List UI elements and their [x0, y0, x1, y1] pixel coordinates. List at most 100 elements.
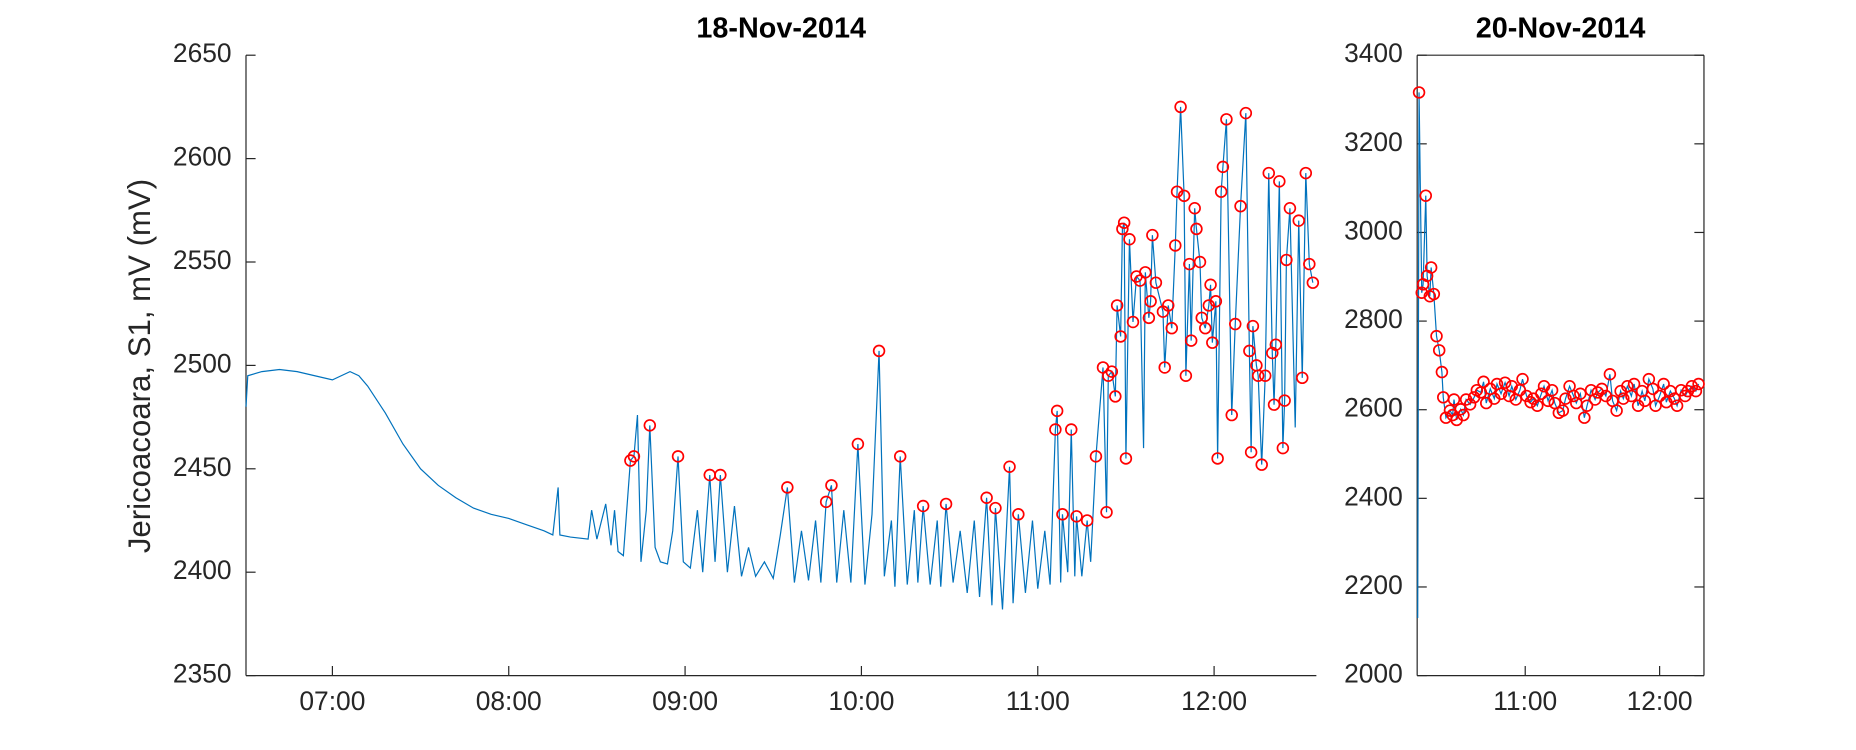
data-marker [1170, 185, 1184, 198]
data-marker [1541, 394, 1555, 408]
y-tick-label: 2650 [173, 38, 232, 68]
data-marker [1567, 389, 1580, 403]
data-marker [1146, 228, 1159, 242]
data-marker [1110, 299, 1124, 312]
data-marker [1427, 287, 1441, 301]
y-tick-label: 2400 [1344, 481, 1403, 511]
data-marker [1657, 377, 1670, 391]
data-marker [1202, 299, 1216, 312]
data-marker [1179, 369, 1193, 382]
data-marker [1477, 375, 1490, 389]
data-marker [1283, 201, 1297, 215]
data-marker [1273, 175, 1286, 188]
data-marker [1169, 239, 1182, 252]
data-marker [1216, 160, 1230, 174]
y-tick-label: 2350 [173, 659, 232, 689]
data-marker [1119, 452, 1133, 465]
y-tick-label: 2200 [1344, 570, 1403, 600]
data-marker [1296, 371, 1309, 385]
data-marker [1206, 336, 1219, 349]
data-marker [1430, 329, 1443, 343]
chart-title: 18-Nov-2014 [696, 13, 866, 45]
data-marker [1498, 376, 1512, 389]
y-axis-label: Jericoacoara, S1, mV (mV) [122, 179, 157, 553]
data-marker [939, 497, 953, 511]
data-marker [1299, 166, 1313, 180]
data-marker [1117, 216, 1131, 229]
data-marker [1280, 253, 1293, 267]
data-marker [1646, 382, 1660, 396]
data-marker [1049, 423, 1062, 436]
data-marker [1188, 201, 1201, 215]
data-marker [1494, 387, 1508, 401]
data-marker [1424, 261, 1438, 274]
y-tick-label: 2000 [1344, 659, 1403, 689]
data-marker [1524, 395, 1537, 409]
y-tick-label: 2400 [173, 555, 232, 585]
x-tick-label: 11:00 [1006, 686, 1070, 716]
data-marker [819, 495, 833, 509]
data-marker [1255, 458, 1268, 471]
data-marker [1447, 393, 1461, 406]
data-marker [1457, 408, 1470, 422]
data-marker [1139, 266, 1152, 279]
data-marker [1220, 113, 1233, 126]
data-marker [872, 344, 886, 358]
data-marker [1080, 514, 1094, 527]
data-marker [1266, 346, 1279, 360]
data-marker [989, 501, 1002, 515]
data-marker [1638, 394, 1652, 408]
data-marker [1204, 278, 1217, 291]
data-marker [1065, 423, 1078, 436]
data-marker [1246, 319, 1260, 333]
data-marker [1109, 390, 1122, 403]
data-marker [1251, 369, 1265, 382]
data-marker [1463, 398, 1477, 411]
data-marker [1303, 257, 1316, 271]
data-marker [1144, 295, 1157, 308]
data-marker [1116, 222, 1129, 236]
data-marker [1177, 189, 1191, 203]
data-marker [1258, 369, 1272, 382]
data-marker [851, 437, 865, 451]
data-marker [1269, 338, 1283, 351]
y-tick-label: 2600 [173, 142, 232, 172]
y-tick-label: 3400 [1344, 38, 1403, 68]
data-marker [1165, 321, 1179, 335]
data-marker [1625, 389, 1638, 403]
data-marker [1653, 389, 1666, 403]
data-marker [1225, 408, 1238, 422]
data-marker [1692, 377, 1705, 391]
data-marker [1545, 383, 1559, 397]
data-marker [1262, 166, 1276, 180]
x-tick-label: 09:00 [652, 686, 718, 716]
data-marker [1229, 317, 1242, 331]
data-marker [1419, 189, 1433, 202]
data-line [245, 106, 1314, 610]
x-tick-label: 12:00 [1627, 686, 1693, 716]
data-marker [825, 479, 838, 492]
chart-title: 20-Nov-2014 [1476, 13, 1646, 45]
data-marker [1591, 386, 1605, 399]
x-tick-label: 11:00 [1493, 686, 1557, 716]
data-marker [1278, 394, 1291, 407]
data-marker [1193, 255, 1207, 269]
data-marker [1102, 369, 1115, 382]
x-tick-label: 10:00 [828, 686, 894, 716]
data-marker [1142, 311, 1156, 325]
data-marker [1556, 404, 1570, 417]
data-marker [1003, 460, 1016, 473]
data-marker [1516, 372, 1529, 386]
data-marker [1535, 387, 1548, 401]
y-tick-label: 2800 [1344, 304, 1403, 334]
y-tick-label: 2500 [173, 348, 232, 378]
data-marker [624, 454, 637, 467]
data-marker [1588, 393, 1602, 406]
data-marker [1149, 276, 1163, 289]
data-marker [1689, 384, 1703, 398]
data-marker [1292, 214, 1305, 227]
data-marker [1244, 446, 1258, 459]
data-marker [1012, 508, 1025, 521]
data-marker [714, 468, 727, 482]
data-marker [627, 450, 641, 463]
